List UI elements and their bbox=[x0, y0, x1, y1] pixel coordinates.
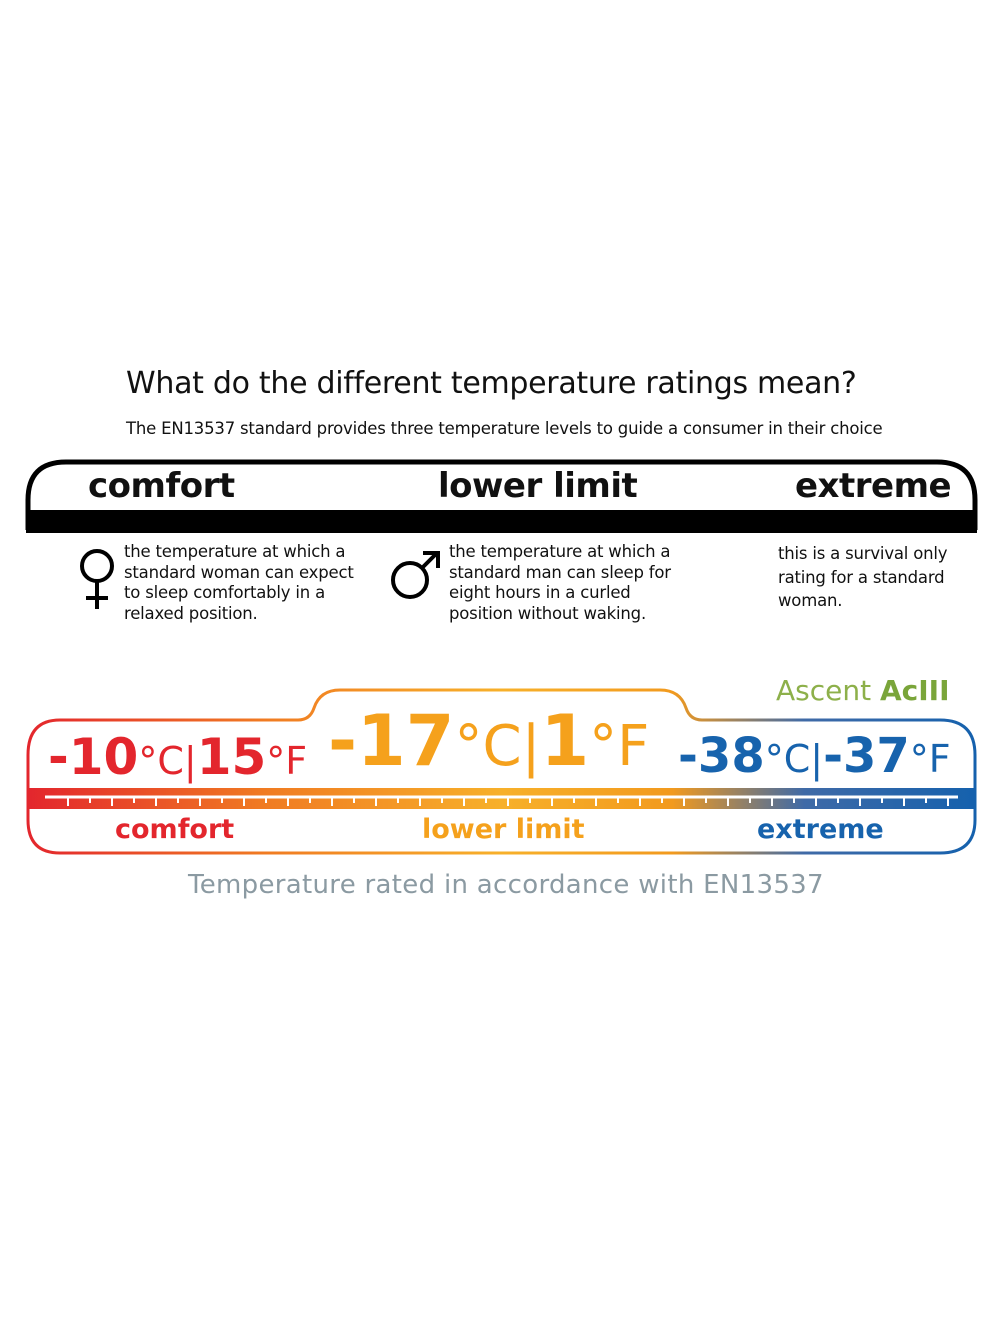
header-bar bbox=[26, 510, 977, 533]
brand-name: Ascent bbox=[776, 674, 872, 707]
extreme-fahrenheit: -37 bbox=[823, 728, 910, 784]
comfort-fahrenheit: 15 bbox=[196, 728, 267, 786]
header-label-lower-limit: lower limit bbox=[438, 466, 638, 506]
description-comfort: the temperature at which a standard woma… bbox=[124, 542, 354, 624]
lower-limit-fahrenheit: 1 bbox=[540, 700, 590, 782]
header-frame bbox=[25, 459, 978, 530]
celsius-unit: °C bbox=[764, 737, 811, 781]
header-label-extreme: extreme bbox=[795, 466, 952, 506]
male-symbol-icon bbox=[391, 551, 440, 599]
description-lower-limit: the temperature at which a standard man … bbox=[449, 542, 671, 624]
gauge-label-lower-limit: lower limit bbox=[422, 814, 585, 845]
gauge-label-extreme: extreme bbox=[757, 814, 884, 845]
female-symbol-icon bbox=[80, 549, 114, 609]
rating-lower-limit-temp: -17°C|1°F bbox=[328, 700, 649, 782]
celsius-unit: °C bbox=[138, 739, 184, 783]
separator: | bbox=[183, 739, 197, 783]
subtitle: The EN13537 standard provides three temp… bbox=[126, 419, 883, 438]
comfort-celsius: -10 bbox=[48, 728, 139, 786]
separator: | bbox=[521, 714, 541, 779]
rating-extreme-temp: -38°C|-37°F bbox=[678, 728, 951, 784]
gauge-label-comfort: comfort bbox=[115, 814, 235, 845]
header-label-comfort: comfort bbox=[88, 466, 235, 506]
fahrenheit-unit: °F bbox=[589, 714, 650, 779]
gauge-outline bbox=[26, 688, 977, 855]
page-title: What do the different temperature rating… bbox=[126, 366, 857, 401]
fahrenheit-unit: °F bbox=[266, 739, 308, 783]
brand-label: Ascent AcIII bbox=[776, 674, 950, 707]
description-extreme: this is a survival only rating for a sta… bbox=[778, 544, 948, 610]
extreme-celsius: -38 bbox=[678, 728, 765, 784]
fahrenheit-unit: °F bbox=[909, 737, 951, 781]
lower-limit-celsius: -17 bbox=[328, 700, 455, 782]
separator: | bbox=[810, 737, 824, 781]
rating-comfort-temp: -10°C|15°F bbox=[48, 728, 307, 786]
brand-model: AcIII bbox=[880, 674, 950, 707]
gauge-ticks bbox=[67, 797, 949, 806]
footer-note: Temperature rated in accordance with EN1… bbox=[188, 870, 824, 900]
celsius-unit: °C bbox=[454, 714, 522, 779]
